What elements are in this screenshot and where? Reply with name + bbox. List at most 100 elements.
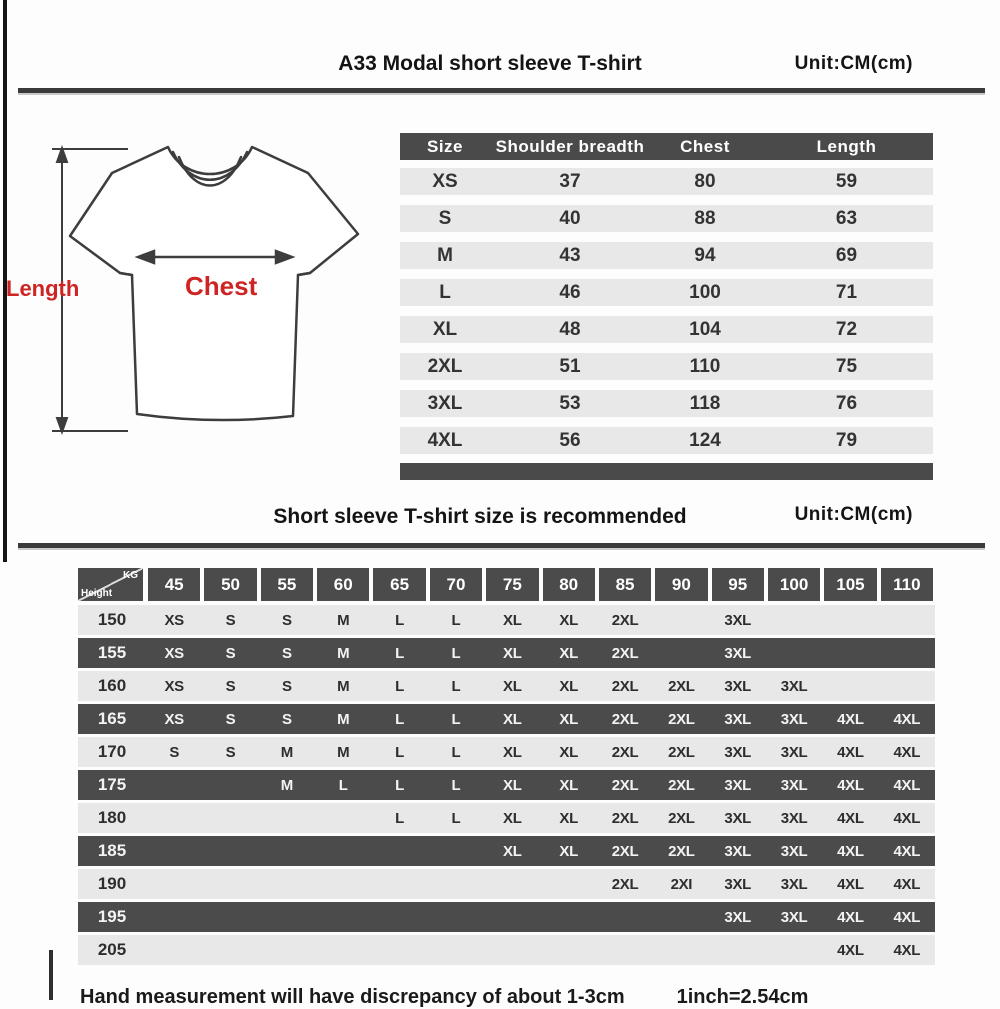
footnote-inch-text: 1inch=2.54cm bbox=[676, 986, 809, 1008]
weight-header-cell: 80 bbox=[542, 568, 595, 601]
size-table-cell: S bbox=[438, 207, 452, 229]
matrix-size-cell: L bbox=[395, 743, 405, 761]
matrix-size-cell: 4XL bbox=[837, 743, 864, 761]
matrix-size-cell: XL bbox=[503, 842, 522, 860]
size-table-cell: 88 bbox=[694, 207, 716, 229]
matrix-size-cell: XL bbox=[503, 644, 522, 662]
matrix-size-cell: L bbox=[395, 677, 405, 695]
matrix-corner-cell: KG Height bbox=[78, 568, 143, 601]
matrix-size-cell: 3XL bbox=[780, 842, 808, 860]
matrix-size-cell: 2XL bbox=[668, 776, 695, 794]
matrix-size-cell: 2XL bbox=[611, 842, 639, 860]
height-label-cell: 150 bbox=[97, 610, 127, 629]
size-header-cell: Size bbox=[426, 136, 464, 156]
matrix-size-cell: 3XL bbox=[724, 644, 752, 662]
matrix-size-cell: 3XL bbox=[724, 710, 752, 728]
height-label-cell: 170 bbox=[97, 742, 127, 761]
matrix-size-cell: 3XL bbox=[780, 743, 808, 761]
weight-header-cell: 105 bbox=[824, 568, 877, 601]
matrix-size-cell: 2XL bbox=[668, 677, 695, 695]
section1-divider bbox=[18, 88, 985, 95]
size-header-cell: Length bbox=[816, 136, 877, 156]
matrix-size-cell: 3XL bbox=[724, 908, 752, 926]
matrix-size-cell: 3XL bbox=[780, 710, 808, 728]
matrix-size-cell: 2XL bbox=[611, 710, 639, 728]
weight-header-cell: 50 bbox=[204, 568, 257, 601]
size-table-row: XL 48 104 72 bbox=[400, 316, 933, 343]
corner-kg-label: KG bbox=[123, 570, 138, 581]
matrix-size-cell: 4XL bbox=[837, 875, 864, 893]
size-table-cell: 118 bbox=[689, 392, 721, 414]
matrix-size-cell: 3XL bbox=[780, 776, 808, 794]
height-label-cell: 185 bbox=[97, 841, 127, 860]
matrix-size-cell: 2XL bbox=[611, 809, 639, 827]
matrix-size-cell: L bbox=[395, 776, 405, 794]
matrix-size-cell: L bbox=[395, 611, 405, 629]
matrix-size-cell: 2XL bbox=[611, 776, 639, 794]
section1-title: A33 Modal short sleeve T-shirt bbox=[338, 52, 642, 75]
matrix-size-cell: M bbox=[337, 710, 350, 728]
chest-label: Chest bbox=[185, 271, 258, 301]
matrix-size-cell: 2XL bbox=[611, 644, 639, 662]
matrix-size-cell: 4XL bbox=[837, 710, 864, 728]
height-label-cell: 205 bbox=[97, 940, 127, 959]
weight-header-cell: 65 bbox=[373, 568, 426, 601]
matrix-size-cell: 2XL bbox=[668, 710, 695, 728]
weight-header-cell: 90 bbox=[655, 568, 708, 601]
tshirt-diagram bbox=[52, 145, 360, 435]
size-table-header: Size Shoulder breadth Chest Length bbox=[400, 133, 933, 160]
size-table-cell: 110 bbox=[689, 355, 721, 377]
matrix-size-cell: XL bbox=[559, 743, 578, 761]
matrix-row: 165 XS S S M L L XL XL 2XL 2XL 3XL 3XL 4XL 4XL bbox=[78, 704, 935, 734]
weight-header-cell: 85 bbox=[598, 568, 652, 601]
size-table-cell: 4XL bbox=[427, 429, 463, 451]
weight-header-cell: 55 bbox=[260, 568, 314, 601]
weight-header-cell: 60 bbox=[317, 568, 370, 601]
matrix-size-cell: L bbox=[395, 644, 405, 662]
height-label-cell: 190 bbox=[97, 874, 127, 893]
matrix-size-cell: 2XL bbox=[668, 809, 695, 827]
size-header-cell: Chest bbox=[680, 136, 730, 156]
matrix-size-cell: XL bbox=[559, 677, 578, 695]
matrix-size-cell: L bbox=[451, 611, 461, 629]
size-table-cell: 46 bbox=[559, 281, 581, 303]
matrix-size-cell: XL bbox=[503, 776, 522, 794]
matrix-size-cell: S bbox=[169, 743, 180, 761]
matrix-row: 150 XS S S M L L XL XL 2XL 3XL bbox=[78, 605, 935, 635]
matrix-size-cell: L bbox=[451, 710, 461, 728]
size-table-row: L 46 100 71 bbox=[400, 279, 933, 306]
matrix-size-cell: S bbox=[282, 611, 292, 629]
matrix-size-cell: 2XL bbox=[611, 875, 639, 893]
matrix-size-cell: 3XL bbox=[724, 611, 752, 629]
size-table-cell: XS bbox=[432, 170, 458, 192]
size-table-cell: XL bbox=[432, 318, 458, 340]
matrix-size-cell: S bbox=[225, 743, 236, 761]
section1-unit-label: Unit:CM(cm) bbox=[794, 53, 913, 74]
matrix-size-cell: XS bbox=[164, 677, 184, 695]
matrix-size-cell: L bbox=[395, 710, 405, 728]
matrix-size-cell: 3XL bbox=[780, 908, 808, 926]
size-table-footer-bar bbox=[400, 463, 933, 480]
matrix-size-cell: 3XL bbox=[780, 809, 808, 827]
size-table-cell: 72 bbox=[835, 318, 858, 340]
weight-header-cell: 75 bbox=[486, 568, 539, 601]
height-label-cell: 180 bbox=[97, 808, 127, 827]
weight-header-cell: 95 bbox=[711, 568, 764, 601]
height-label-cell: 195 bbox=[97, 907, 127, 926]
section2-unit-label: Unit:CM(cm) bbox=[794, 504, 913, 525]
matrix-size-cell: XS bbox=[164, 611, 184, 629]
matrix-size-cell: S bbox=[225, 710, 236, 728]
matrix-row: 195 3XL 3XL 4XL 4XL bbox=[78, 902, 935, 932]
matrix-size-cell: S bbox=[225, 611, 236, 629]
matrix-header-row: KG Height 45 50 55 60 65 70 75 80 85 90 95 100 105 11… bbox=[78, 568, 935, 601]
height-label-cell: 175 bbox=[97, 775, 127, 794]
size-table-cell: 51 bbox=[559, 355, 581, 377]
size-table-cell: 56 bbox=[559, 429, 581, 451]
matrix-row: 180 L L XL XL 2XL 2XL 3XL 3XL 4XL 4XL bbox=[78, 803, 935, 833]
matrix-size-cell: S bbox=[225, 644, 236, 662]
matrix-size-cell: 3XL bbox=[780, 875, 808, 893]
matrix-row: 185 XL XL 2XL 2XL 3XL 3XL 4XL 4XL bbox=[78, 836, 935, 866]
matrix-size-cell: XL bbox=[503, 611, 522, 629]
matrix-size-cell: XL bbox=[559, 710, 578, 728]
size-table-row: S 40 88 63 bbox=[400, 205, 933, 232]
